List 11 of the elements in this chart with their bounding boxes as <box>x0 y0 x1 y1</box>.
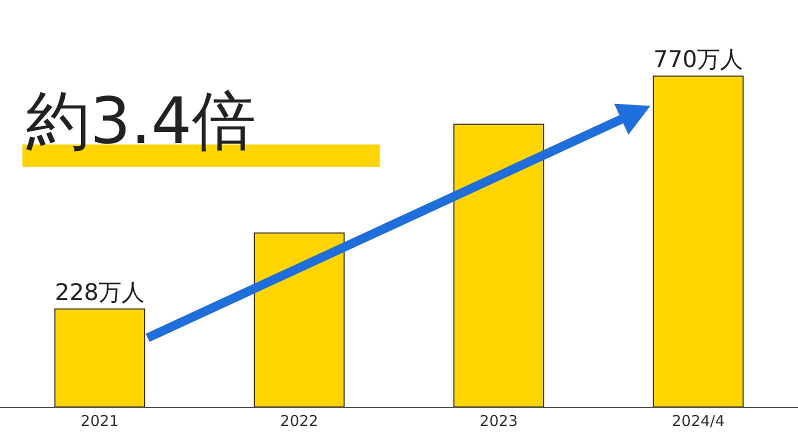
x-tick-label: 2021 <box>80 412 119 430</box>
bar <box>54 308 146 407</box>
bar <box>453 124 544 407</box>
annotation: 約3.4倍 <box>26 85 256 159</box>
x-tick-label: 2024/4 <box>672 412 725 430</box>
data-label: 770万人 <box>653 46 744 73</box>
data-label: 228万人 <box>54 280 145 306</box>
bar <box>254 232 345 407</box>
bar <box>652 76 744 407</box>
x-tick-label: 2022 <box>280 412 318 430</box>
x-tick-label: 2023 <box>480 412 518 430</box>
